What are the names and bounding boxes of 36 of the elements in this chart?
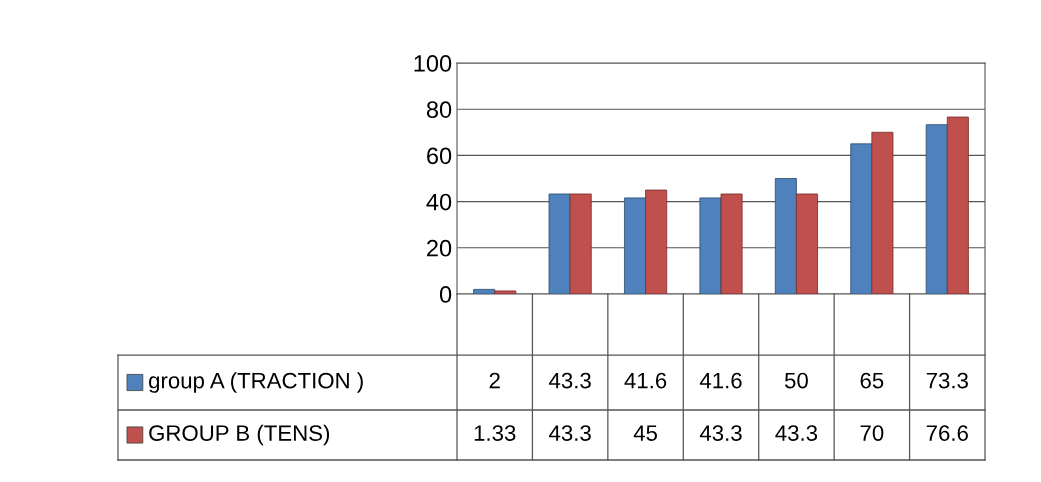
data-label: 43.3 <box>549 372 591 389</box>
data-label: 43.3 <box>549 425 591 441</box>
bar <box>494 290 517 294</box>
bar <box>548 193 571 294</box>
data-label: 41.6 <box>624 372 667 389</box>
data-label: 43.3 <box>699 425 742 441</box>
data-label: 45 <box>633 425 657 441</box>
data-label: 70 <box>860 425 884 441</box>
y-tick-label: 60 <box>427 147 452 165</box>
bar <box>720 193 743 294</box>
bar <box>796 193 818 294</box>
data-label: 73.3 <box>926 372 968 389</box>
bar <box>569 193 592 294</box>
data-label: 50 <box>784 372 808 389</box>
bar <box>871 131 894 294</box>
data-label: 2 <box>489 372 500 389</box>
data-label: 41.6 <box>699 372 742 389</box>
bar <box>473 288 496 294</box>
y-tick-label: 0 <box>439 286 452 303</box>
bar <box>925 124 948 294</box>
y-tick-label: 80 <box>426 101 452 118</box>
data-label: 65 <box>860 372 884 389</box>
bar <box>624 197 646 294</box>
bar <box>645 189 668 294</box>
data-label: 1.33 <box>474 425 516 441</box>
legend-label: group A (TRACTION ) <box>149 372 363 393</box>
bar <box>774 178 797 294</box>
y-tick-label: 40 <box>426 193 452 211</box>
y-tick-label: 100 <box>414 55 452 72</box>
data-label: 43.3 <box>775 425 818 441</box>
bar <box>850 143 873 294</box>
data-label: 76.6 <box>926 425 968 441</box>
y-tick-label: 20 <box>427 239 452 257</box>
legend-label: GROUP B (TENS) <box>149 424 330 446</box>
bar <box>946 116 969 294</box>
bar <box>699 197 722 294</box>
